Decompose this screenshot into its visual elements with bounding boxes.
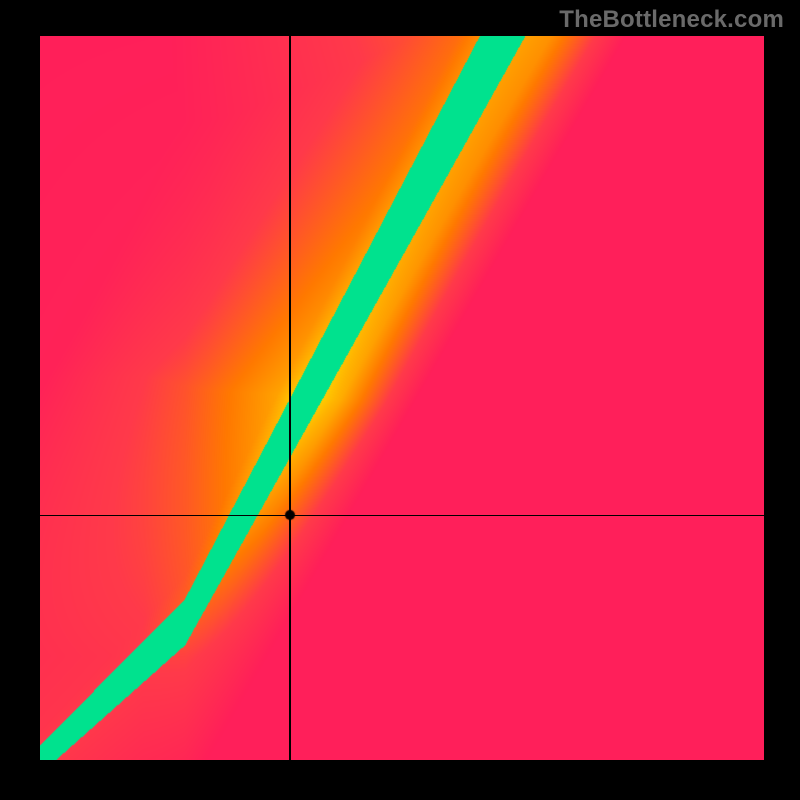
chart-container: { "watermark": { "text": "TheBottleneck.… [0, 0, 800, 800]
crosshair-dot [283, 508, 297, 522]
watermark-text: TheBottleneck.com [559, 6, 784, 34]
crosshair-vertical [289, 36, 291, 760]
bottleneck-heatmap [40, 36, 764, 760]
crosshair-horizontal [40, 515, 764, 517]
